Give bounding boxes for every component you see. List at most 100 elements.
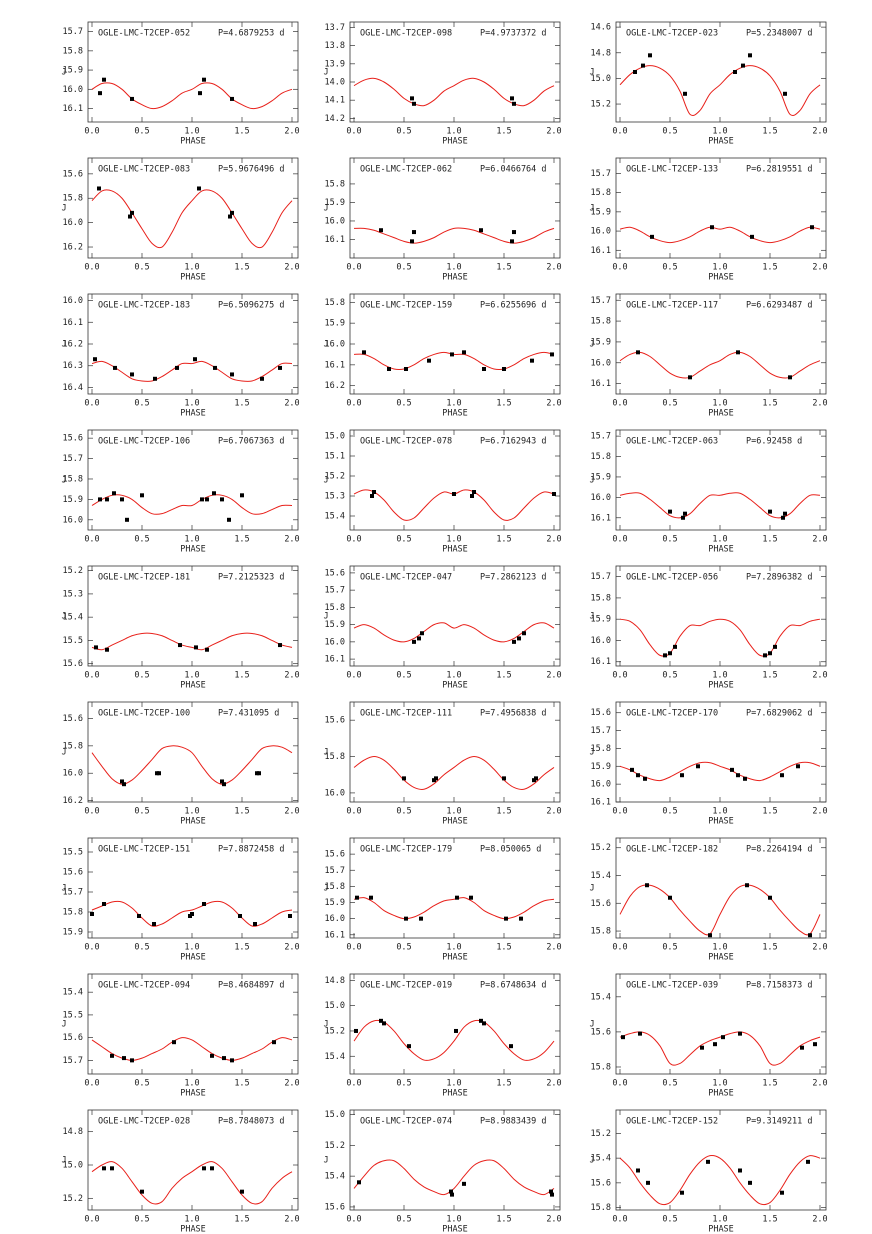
x-tick-label: 0.0 (346, 263, 361, 273)
x-tick-label: 0.0 (84, 127, 99, 137)
fit-curve (619, 351, 821, 379)
x-axis-label: PHASE (180, 953, 206, 963)
period-label: P=6.7067363 d (218, 437, 285, 447)
panel-title: OGLE-LMC-T2CEP-100 (98, 709, 190, 719)
plot-frame (349, 21, 561, 123)
y-tick-label: 15.6 (325, 1202, 345, 1212)
x-tick-label: 0.0 (612, 263, 627, 273)
x-axis-label: PHASE (442, 681, 468, 691)
data-point (120, 779, 124, 784)
y-tick-label: 16.1 (591, 246, 611, 256)
y-tick-label: 15.0 (325, 432, 345, 442)
data-point (813, 1042, 817, 1047)
y-axis-label: J (589, 1156, 594, 1166)
data-point (696, 764, 700, 769)
data-point (434, 776, 438, 781)
y-tick-label: 16.0 (63, 85, 83, 95)
data-point (621, 1035, 625, 1040)
data-point (102, 902, 106, 906)
period-label: P=8.6748634 d (480, 981, 547, 991)
x-tick-label: 2.0 (812, 943, 827, 953)
panel: OGLE-LMC-T2CEP-028 P=8.7848073 d J PHASE 14.… (61, 1109, 300, 1234)
data-point (202, 1166, 206, 1171)
period-label: P=7.2125323 d (218, 573, 285, 583)
x-tick-label: 0.5 (396, 263, 411, 273)
y-tick-label: 15.4 (591, 1154, 611, 1164)
y-tick-label: 14.0 (325, 78, 345, 88)
data-point (510, 96, 514, 101)
y-tick-label: 15.8 (63, 908, 83, 918)
y-axis-label: J (589, 748, 594, 758)
y-tick-label: 16.0 (63, 515, 83, 525)
x-tick-label: 0.5 (662, 399, 677, 409)
x-tick-label: 1.5 (234, 1079, 249, 1089)
data-point (550, 1192, 554, 1197)
data-point (780, 773, 784, 778)
y-tick-label: 15.7 (63, 27, 83, 37)
x-tick-label: 2.0 (284, 127, 299, 137)
panel: OGLE-LMC-T2CEP-078 P=6.7162943 d J PHASE 15.… (323, 429, 562, 555)
x-tick-label: 1.0 (446, 943, 461, 953)
plot-frame (87, 973, 299, 1075)
panel: OGLE-LMC-T2CEP-117 P=6.6293487 d J PHASE 15.… (589, 293, 828, 419)
period-label: P=6.5096275 d (218, 301, 285, 311)
y-tick-label: 15.4 (325, 512, 345, 522)
data-point (172, 1040, 176, 1045)
y-tick-label: 15.4 (63, 988, 83, 998)
y-tick-label: 15.0 (325, 1001, 345, 1011)
plot-frame (615, 973, 827, 1075)
x-axis-label: PHASE (442, 137, 468, 147)
y-tick-label: 13.8 (325, 41, 345, 51)
x-tick-label: 0.5 (662, 263, 677, 273)
data-point (552, 492, 556, 496)
x-axis-label: PHASE (708, 953, 734, 963)
data-point (140, 493, 144, 498)
plot-frame (87, 429, 299, 531)
y-tick-label: 15.9 (591, 615, 611, 625)
plot-frame (349, 701, 561, 803)
y-tick-label: 13.9 (325, 59, 345, 69)
x-tick-label: 0.5 (134, 399, 149, 409)
y-tick-label: 15.5 (63, 636, 83, 646)
data-point (420, 631, 424, 636)
x-tick-label: 0.5 (396, 399, 411, 409)
data-point (157, 771, 161, 776)
fit-curve (91, 632, 293, 651)
y-tick-label: 15.6 (63, 659, 83, 669)
y-tick-label: 16.0 (63, 296, 83, 306)
x-tick-label: 0.0 (346, 399, 361, 409)
data-point (175, 365, 179, 370)
x-tick-label: 1.0 (184, 535, 199, 545)
y-tick-label: 14.6 (591, 23, 611, 33)
data-point (194, 645, 198, 650)
data-point (512, 230, 516, 235)
y-tick-label: 16.4 (63, 383, 83, 393)
y-axis-label: J (61, 612, 66, 622)
x-axis-label: PHASE (180, 681, 206, 691)
data-point (153, 376, 157, 381)
x-tick-label: 0.0 (612, 943, 627, 953)
panel: OGLE-LMC-T2CEP-056 P=7.2896382 d J PHASE 15.… (589, 565, 828, 691)
panel: OGLE-LMC-T2CEP-023 P=5.2348007 d J PHASE 14.… (589, 21, 828, 147)
x-tick-label: 0.5 (396, 1215, 411, 1225)
data-point (519, 916, 523, 921)
x-axis-label: PHASE (180, 545, 206, 555)
data-point (800, 1045, 804, 1050)
panel-title: OGLE-LMC-T2CEP-151 (98, 845, 190, 855)
x-tick-label: 0.0 (346, 807, 361, 817)
x-tick-label: 2.0 (284, 399, 299, 409)
x-tick-label: 1.5 (762, 127, 777, 137)
x-tick-label: 0.5 (134, 943, 149, 953)
x-axis-label: PHASE (180, 1089, 206, 1099)
period-label: P=6.7162943 d (480, 437, 547, 447)
panel: OGLE-LMC-T2CEP-062 P=6.0466764 d J PHASE 15.… (323, 157, 562, 283)
fit-curve (353, 77, 555, 107)
data-point (105, 647, 109, 652)
x-tick-label: 0.5 (662, 943, 677, 953)
data-point (504, 916, 508, 921)
data-point (222, 782, 226, 787)
y-tick-label: 15.2 (325, 472, 345, 482)
plot-frame (349, 565, 561, 667)
data-point (472, 490, 476, 494)
panel: OGLE-LMC-T2CEP-019 P=8.6748634 d J PHASE 14.… (323, 973, 562, 1099)
